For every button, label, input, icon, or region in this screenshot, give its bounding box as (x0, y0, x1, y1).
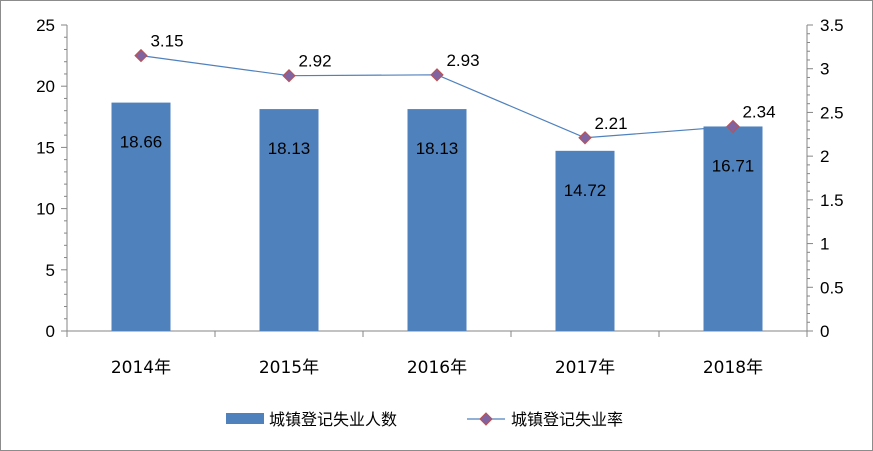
line-data-label: 2.92 (298, 52, 331, 71)
left-tick-label: 25 (36, 16, 55, 35)
rate-point (282, 69, 296, 83)
bar (407, 109, 467, 331)
left-tick-label: 5 (46, 261, 55, 280)
rate-point (578, 131, 592, 145)
left-tick-label: 10 (36, 200, 55, 219)
left-tick-label: 0 (46, 322, 55, 341)
bar-data-label: 14.72 (564, 181, 607, 200)
bar-data-label: 18.13 (416, 139, 459, 158)
rate-point (134, 48, 148, 63)
right-tick-label: 0 (820, 322, 829, 341)
x-tick-label: 2016年 (407, 358, 467, 378)
right-tick-label: 1 (820, 235, 829, 254)
line-series (134, 48, 740, 145)
bar (555, 150, 615, 331)
x-tick-label: 2014年 (111, 358, 171, 378)
right-tick-label: 0.5 (820, 278, 844, 297)
legend-line-label: 城镇登记失业率 (511, 410, 623, 429)
left-tick-label: 15 (36, 138, 55, 157)
legend-bar-swatch (226, 413, 264, 424)
bar-series (111, 102, 763, 332)
bar-data-label: 16.71 (712, 156, 755, 175)
right-tick-label: 3 (820, 60, 829, 79)
x-tick-label: 2018年 (703, 358, 763, 378)
x-tick-label: 2015年 (259, 358, 319, 378)
rate-point (726, 119, 740, 134)
bar-data-label: 18.13 (268, 139, 311, 158)
line-data-label: 2.34 (742, 102, 775, 121)
rate-point (430, 68, 444, 82)
left-tick-label: 20 (36, 77, 55, 96)
right-tick-label: 2 (820, 147, 829, 166)
line-data-label: 2.93 (446, 51, 479, 70)
right-tick-label: 1.5 (820, 191, 844, 210)
bar-data-label: 18.66 (120, 133, 163, 152)
bar (111, 102, 171, 332)
bar (259, 109, 319, 331)
line-data-label: 3.15 (150, 32, 183, 51)
legend-bar-label: 城镇登记失业人数 (269, 410, 397, 429)
legend: 城镇登记失业人数 城镇登记失业率 (226, 410, 623, 429)
right-tick-label: 3.5 (820, 16, 844, 35)
axes: 0 5 10 15 20 25 0 0.5 1 1.5 2 2.5 3 3.5 2014年 2015年 2016… (36, 16, 844, 378)
right-tick-label: 2.5 (820, 103, 844, 122)
legend-line-marker (479, 412, 493, 426)
bar (703, 126, 763, 331)
data-labels: 18.66 18.13 18.13 14.72 16.71 3.15 2.92 2.93 2.2… (120, 32, 776, 200)
line-data-label: 2.21 (594, 114, 627, 133)
x-tick-label: 2017年 (555, 358, 615, 378)
